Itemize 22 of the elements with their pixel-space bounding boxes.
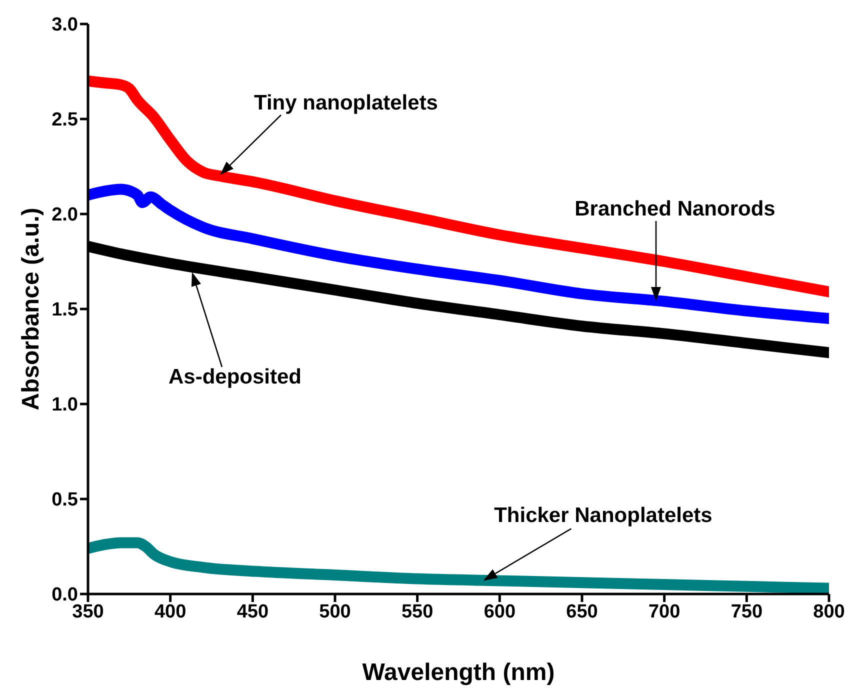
- x-tick-label: 550: [401, 601, 434, 622]
- x-tick-label: 750: [730, 601, 763, 622]
- y-tick-label: 3.0: [52, 14, 78, 36]
- x-tick-label: 450: [236, 601, 269, 622]
- annotation: Branched Nanorods: [574, 198, 776, 221]
- x-tick-label: 400: [154, 601, 186, 622]
- y-tick-label: 2.5: [52, 110, 78, 131]
- x-tick-label: 350: [72, 601, 104, 622]
- y-tick-label: 1.0: [52, 394, 78, 416]
- x-tick-label: 500: [319, 601, 351, 622]
- x-tick-label: 800: [813, 601, 845, 622]
- annotation: Thicker Nanoplatelets: [494, 504, 712, 528]
- y-tick-label: 1.5: [52, 300, 78, 321]
- x-tick-label: 700: [648, 601, 680, 622]
- y-axis-title: Absorbance (a.u.): [18, 208, 45, 410]
- annotation: As-deposited: [168, 366, 302, 389]
- y-tick-label: 0.5: [52, 490, 78, 511]
- x-tick-label: 650: [566, 601, 598, 622]
- x-axis-title: Wavelength (nm): [362, 659, 555, 686]
- x-tick-label: 600: [484, 601, 516, 622]
- annotation: Tiny nanoplatelets: [254, 92, 438, 115]
- y-tick-label: 2.0: [52, 204, 78, 226]
